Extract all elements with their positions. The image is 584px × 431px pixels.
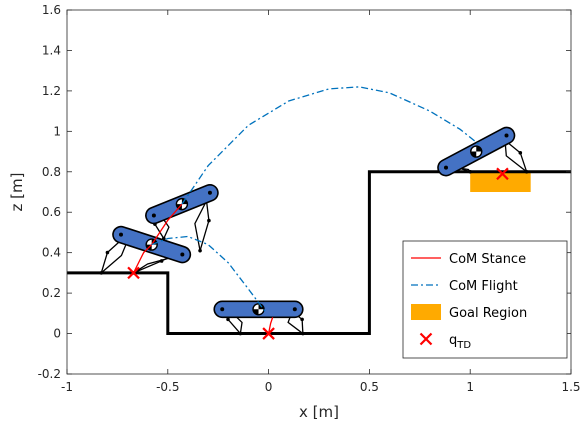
y-tick-label: 1.4 <box>42 43 61 57</box>
x-tick-label: 1.5 <box>561 380 580 394</box>
robot-hip <box>207 190 212 195</box>
y-tick-label: -0.2 <box>38 367 61 381</box>
robot-hip <box>118 232 123 237</box>
robot-hip <box>151 213 156 218</box>
legend-swatch-goal <box>411 304 441 320</box>
robot-leg <box>194 196 210 251</box>
y-tick-label: 0.4 <box>42 246 61 260</box>
robot-foot <box>301 331 305 336</box>
robot-foot <box>238 331 243 336</box>
robot-hip <box>220 307 225 312</box>
legend-label: CoM Flight <box>449 279 518 294</box>
com-stance-line <box>267 317 274 334</box>
legend-swatch-touchdown <box>419 332 433 346</box>
robot-foot <box>99 271 104 275</box>
goal-region <box>470 171 531 192</box>
robot-hip <box>443 165 448 170</box>
x-tick-label: -0.5 <box>156 380 179 394</box>
com-stance-line <box>132 244 153 274</box>
y-tick-label: 1 <box>53 124 61 138</box>
y-tick-label: 0.8 <box>42 165 61 179</box>
robot-knee <box>105 250 110 255</box>
robot-4 <box>437 126 529 177</box>
com-symbol-fill <box>476 146 482 152</box>
robot-knee <box>207 218 211 223</box>
robot-knee <box>159 259 164 263</box>
com-flight-line <box>151 235 268 314</box>
robot-hip <box>180 252 185 257</box>
x-tick-label: 0.5 <box>360 380 379 394</box>
robot-foot <box>198 248 202 253</box>
com-stance-line <box>151 203 183 245</box>
y-axis-label: z [m] <box>8 173 26 212</box>
axes-box <box>66 9 572 375</box>
x-tick-label: -1 <box>61 380 73 394</box>
robot-knee <box>226 317 230 322</box>
legend-label: CoM Stance <box>449 252 526 267</box>
y-tick-label: 1.2 <box>42 84 61 98</box>
robot-hip <box>292 307 297 312</box>
x-tick-label: 1 <box>466 380 474 394</box>
robot-knee <box>300 317 304 322</box>
legend-box <box>402 240 568 359</box>
touchdown-marker <box>127 266 140 280</box>
robot-leg <box>504 139 528 173</box>
robot-3 <box>213 300 305 336</box>
x-axis-label: x [m] <box>299 403 339 421</box>
robot-foot <box>468 169 473 174</box>
robot-foot <box>524 169 529 174</box>
legend-label-main: q <box>449 333 457 348</box>
com-symbol-fill <box>253 309 259 315</box>
legend-label: Goal Region <box>449 306 527 321</box>
com-flight-line <box>181 86 481 205</box>
touchdown-marker <box>262 327 275 340</box>
robot-2 <box>99 225 192 275</box>
y-tick-label: 0 <box>53 327 61 341</box>
y-tick-label: 0.6 <box>42 205 61 219</box>
x-tick-label: 0 <box>265 380 273 394</box>
robot-knee <box>518 151 523 155</box>
y-tick-label: 1.6 <box>42 3 61 17</box>
com-symbol-fill <box>470 151 477 158</box>
y-tick-label: 0.2 <box>42 286 61 300</box>
legend-label-subscript: TD <box>456 340 471 351</box>
touchdown-marker <box>496 167 509 181</box>
legend-label: qTD <box>449 333 471 351</box>
robot-hip <box>504 133 509 138</box>
